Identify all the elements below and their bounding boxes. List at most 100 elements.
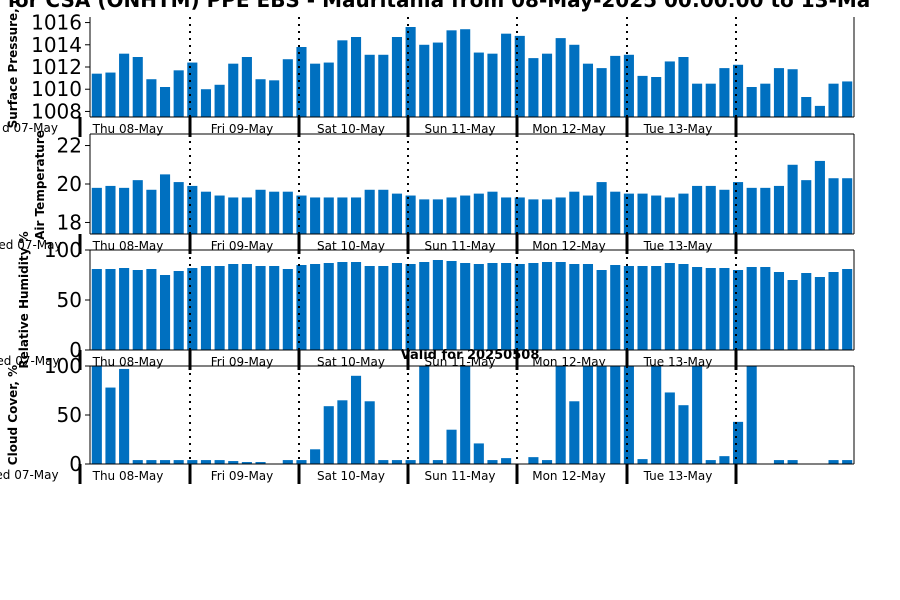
bar <box>187 62 198 117</box>
bar <box>364 189 375 234</box>
bar <box>323 197 334 234</box>
chart-title: lor CSA (ONHTM) PPE EBS - Mauritania fro… <box>8 0 870 12</box>
bar <box>119 268 130 350</box>
bar <box>514 35 525 117</box>
bar <box>419 199 430 234</box>
bar <box>719 68 730 117</box>
bar <box>732 182 744 234</box>
bar <box>91 73 102 117</box>
bar <box>637 75 648 117</box>
bar <box>241 462 252 464</box>
bar <box>664 197 675 234</box>
bar <box>596 270 607 350</box>
bar <box>419 262 430 350</box>
bar <box>460 29 471 117</box>
bar <box>132 57 143 117</box>
bar <box>541 460 553 464</box>
bar <box>528 457 539 464</box>
bar <box>692 366 703 464</box>
bar <box>596 366 607 464</box>
bar <box>651 195 662 234</box>
panel-2: 18 20 22 ed 07-May Thu 08-May Fri 09-May Sat 1… <box>0 130 855 254</box>
day-label: Sat 10-May <box>317 239 385 253</box>
bar <box>596 68 607 117</box>
bar <box>514 197 525 234</box>
bar <box>119 187 130 234</box>
bar <box>228 63 239 117</box>
bar <box>842 178 853 234</box>
bar <box>501 263 512 350</box>
day-label: Tue 13-May <box>643 239 713 253</box>
bar <box>296 47 307 117</box>
bar <box>91 269 102 350</box>
bar <box>296 195 307 234</box>
bar <box>310 63 321 117</box>
bar <box>623 266 634 350</box>
bar <box>350 262 362 350</box>
y-tick-label: 100 <box>44 354 82 378</box>
bar <box>746 267 757 350</box>
bar <box>541 199 553 234</box>
bar <box>651 266 662 350</box>
bar <box>105 185 116 234</box>
day-label: Mon 12-May <box>532 355 606 369</box>
bar <box>678 57 689 117</box>
bar <box>378 54 389 117</box>
bar <box>732 270 744 350</box>
bar <box>623 54 634 117</box>
bar <box>787 280 798 350</box>
bar <box>828 83 839 117</box>
bar <box>678 405 689 464</box>
bar <box>446 197 457 234</box>
bar <box>364 54 375 117</box>
day-label: Fri 09-May <box>211 122 274 136</box>
bar <box>623 366 634 464</box>
bar <box>350 197 362 234</box>
bar <box>460 366 471 464</box>
bar <box>146 189 157 234</box>
bar <box>337 40 348 117</box>
y-tick-label: 100 <box>44 238 82 262</box>
bar <box>596 182 607 234</box>
bar <box>569 264 580 350</box>
bar <box>610 366 621 464</box>
day-label: Tue 13-May <box>643 469 713 483</box>
bar <box>200 89 212 117</box>
y-tick-label: 1008 <box>31 99 82 123</box>
bar <box>705 185 716 234</box>
bar <box>200 191 212 234</box>
bar <box>91 187 102 234</box>
bar <box>460 263 471 350</box>
bar <box>582 195 594 234</box>
bar <box>842 269 853 350</box>
bar <box>187 460 198 464</box>
bar <box>364 401 375 464</box>
bar <box>173 70 184 117</box>
bar <box>487 263 498 350</box>
bar <box>364 266 375 350</box>
bar <box>323 263 334 350</box>
bar <box>419 366 430 464</box>
bar <box>555 262 566 350</box>
bar <box>555 366 566 464</box>
bar <box>391 460 403 464</box>
day-label: Sat 10-May <box>317 469 385 483</box>
bar <box>705 460 716 464</box>
bar <box>173 460 184 464</box>
bar <box>323 62 334 117</box>
bar <box>773 185 785 234</box>
bar <box>651 77 662 117</box>
bar <box>419 44 430 117</box>
bar <box>773 460 785 464</box>
bar <box>446 261 457 350</box>
bar <box>473 193 484 234</box>
bar <box>378 266 389 350</box>
bar <box>432 460 443 464</box>
bar <box>528 199 539 234</box>
bar <box>637 193 648 234</box>
bar <box>105 269 116 350</box>
bar <box>132 180 143 234</box>
bar <box>732 421 744 464</box>
bar <box>746 87 757 117</box>
